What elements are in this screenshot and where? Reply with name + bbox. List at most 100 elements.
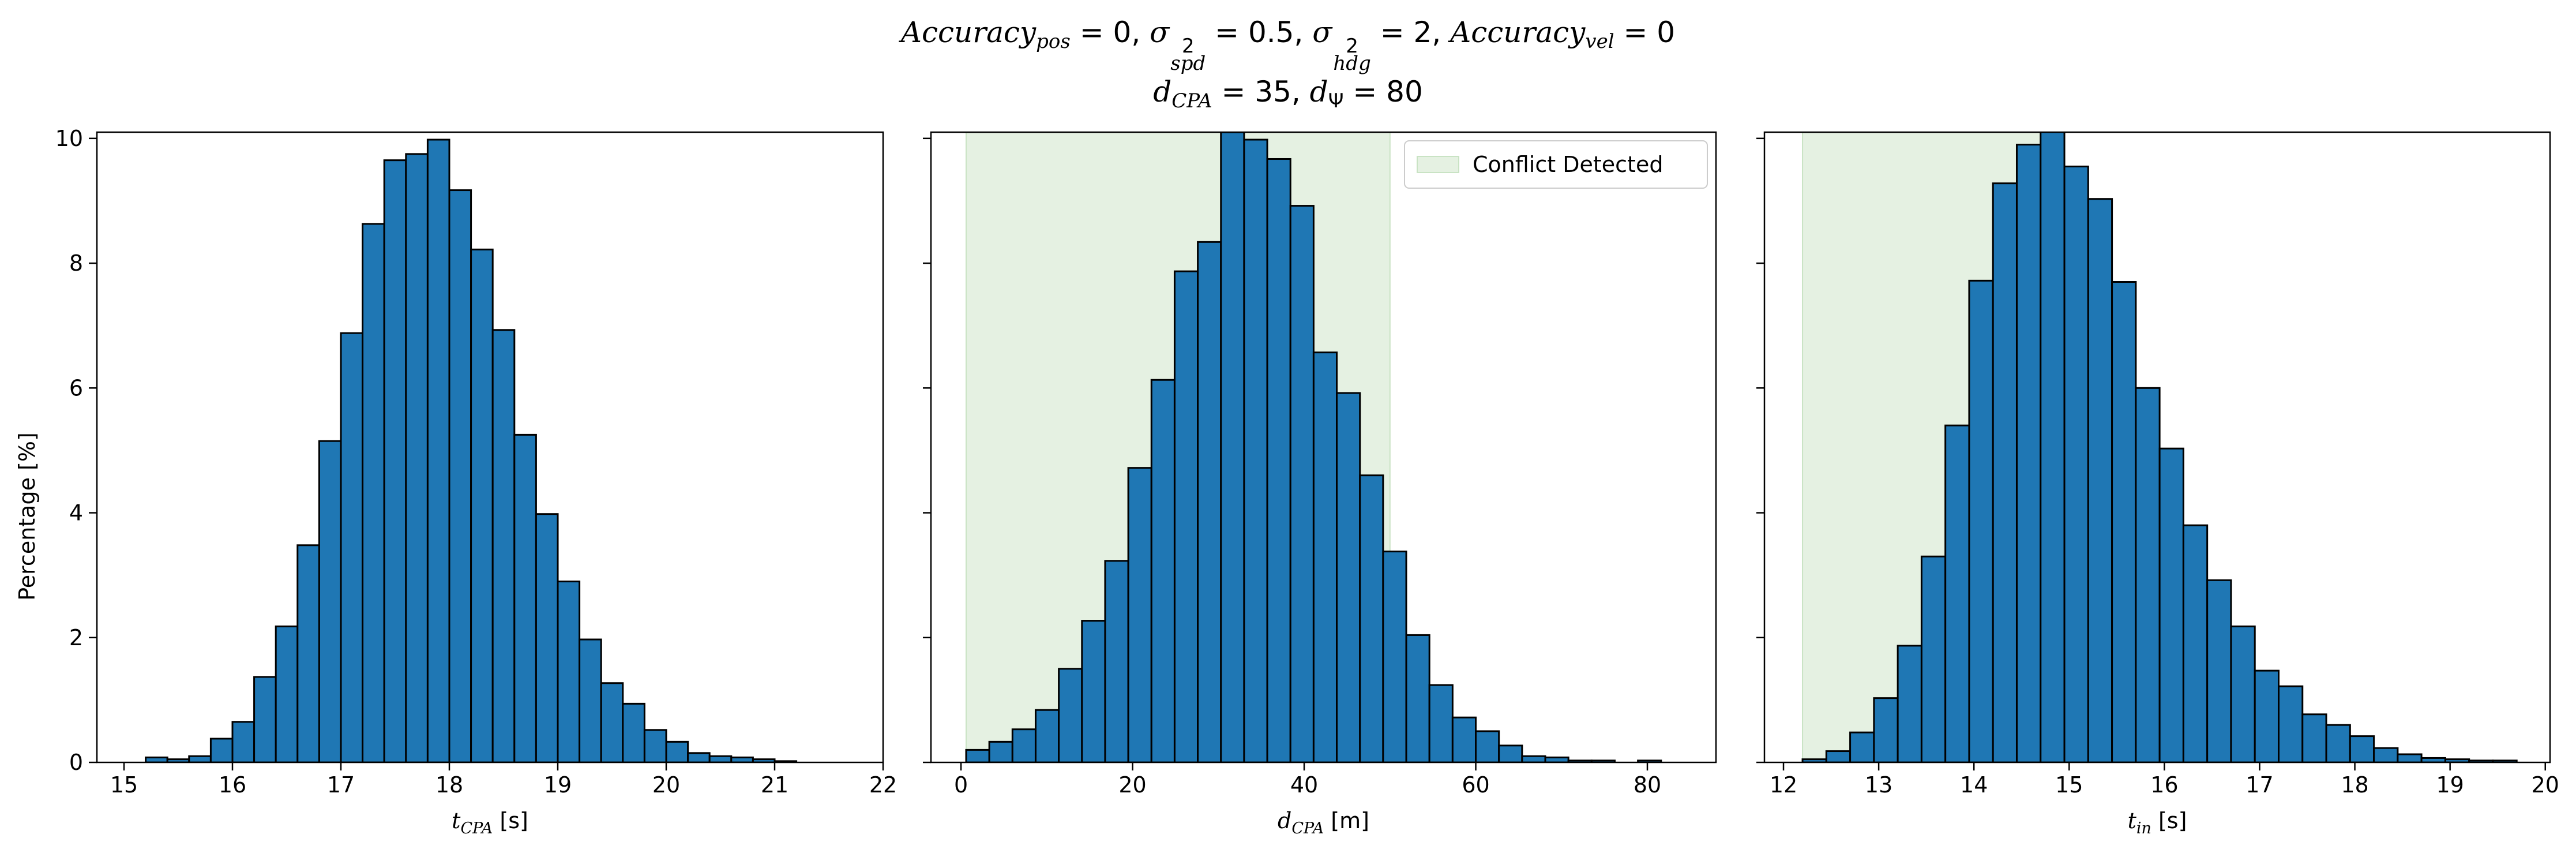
histogram-bar xyxy=(1521,755,1546,762)
histogram-bar xyxy=(643,729,667,762)
x-tick-label: 21 xyxy=(761,772,788,798)
histogram-bar xyxy=(426,139,450,762)
x-tick-label: 15 xyxy=(2055,772,2083,798)
x-tick-label: 17 xyxy=(327,772,355,798)
histogram-bar xyxy=(2492,760,2518,762)
histogram-bar xyxy=(2254,669,2280,762)
histogram-bar xyxy=(231,721,256,762)
histogram-bar xyxy=(579,638,602,762)
histogram-bar xyxy=(535,513,559,762)
x-tick-label: 19 xyxy=(2436,772,2464,798)
histogram-bar xyxy=(1150,379,1176,762)
y-tick-label: 6 xyxy=(69,375,83,401)
histogram-bar xyxy=(557,580,581,762)
y-tick-label: 10 xyxy=(55,126,83,151)
y-tick-label: 0 xyxy=(69,750,83,775)
histogram-bar xyxy=(383,159,407,762)
histogram-panel-2: 0 20 40 60 80 dCPA [m] Conflict Detected xyxy=(923,131,1717,837)
histogram-bar xyxy=(2135,387,2161,762)
histogram-bar xyxy=(1127,467,1152,762)
histogram-bar xyxy=(1498,744,1523,762)
x-tick-label: 18 xyxy=(2341,772,2368,798)
x-tick-label: 20 xyxy=(1118,772,1146,798)
x-tick-label: 16 xyxy=(219,772,246,798)
histogram-bar xyxy=(405,153,429,762)
histogram-bar xyxy=(1405,634,1430,762)
bars xyxy=(1801,132,2518,762)
histogram-bar xyxy=(2349,735,2375,762)
histogram-bar xyxy=(1897,645,1922,762)
histogram-bar xyxy=(1081,620,1106,762)
x-tick-label: 12 xyxy=(1770,772,1797,798)
histogram-bar xyxy=(318,440,342,762)
histogram-bar xyxy=(1825,750,1852,762)
histogram-bar xyxy=(1243,139,1268,762)
histogram-bar xyxy=(2040,132,2066,762)
histogram-bar xyxy=(1873,697,1899,762)
histogram-bar xyxy=(188,755,212,762)
legend-swatch xyxy=(1417,156,1459,173)
histogram-bar xyxy=(1104,560,1129,762)
histogram-bar xyxy=(2063,165,2089,762)
histogram-bar xyxy=(1992,182,2018,762)
histogram-bar xyxy=(2111,280,2137,762)
histogram-bar xyxy=(253,676,277,762)
x-axis-label-unit: [s] xyxy=(2151,808,2187,833)
histogram-bar xyxy=(2158,447,2184,762)
x-axis-label-main: t xyxy=(452,808,461,833)
y-tick-label: 2 xyxy=(69,625,83,650)
histogram-bar xyxy=(730,756,754,762)
histogram-bar xyxy=(2397,753,2423,762)
x-tick-label: 20 xyxy=(2532,772,2559,798)
histogram-bar xyxy=(2373,747,2399,762)
histogram-bar xyxy=(2301,713,2327,762)
axes-frame xyxy=(1763,131,2551,764)
histogram-bar xyxy=(1011,728,1037,762)
x-axis-label-sub: CPA xyxy=(460,820,493,837)
histogram-bar xyxy=(2277,685,2304,762)
x-axis-label-unit: [m] xyxy=(1324,808,1369,833)
histogram-bar xyxy=(1034,709,1060,762)
histogram-bar xyxy=(600,682,624,762)
x-axis-label-main: t xyxy=(2128,808,2137,833)
x-axis-label-main: d xyxy=(1278,808,1291,833)
x-axis-label: tin [s] xyxy=(2128,808,2187,837)
histogram-bar xyxy=(275,625,299,762)
histogram-bar xyxy=(448,189,472,762)
x-tick-label: 14 xyxy=(1960,772,1988,798)
title-line-1: Accuracypos = 0, σ 2 spd = 0.5, σ 2 hdg = 2,… xyxy=(900,16,1676,75)
x-axis-label: tCPA [s] xyxy=(452,808,528,837)
histogram-bar xyxy=(513,433,537,762)
axes-frame xyxy=(96,131,884,764)
histogram-bar xyxy=(1173,270,1199,762)
histogram-bar xyxy=(1220,132,1245,762)
x-tick-label: 60 xyxy=(1462,772,1489,798)
histogram-bar xyxy=(296,544,320,762)
histogram-bar xyxy=(2325,724,2351,762)
histogram-bar xyxy=(1475,730,1500,762)
x-tick-label: 16 xyxy=(2150,772,2178,798)
x-tick-label: 20 xyxy=(652,772,680,798)
histogram-bar xyxy=(1197,241,1222,762)
histogram-bar xyxy=(1544,756,1569,762)
bars xyxy=(965,132,1662,762)
histogram-bar xyxy=(209,738,234,762)
histogram-bar xyxy=(1359,474,1384,762)
legend-box xyxy=(1404,140,1708,189)
histogram-bar xyxy=(2087,198,2113,762)
x-axis-label-sub: in xyxy=(2136,820,2151,837)
histogram-bar xyxy=(1944,424,1970,762)
y-axis-label: Percentage [%] xyxy=(14,432,40,601)
axes-frame xyxy=(930,131,1717,764)
histogram-bar xyxy=(2182,524,2209,762)
x-tick-label: 0 xyxy=(954,772,968,798)
histogram-bar xyxy=(687,752,711,762)
x-axis-label-sub: CPA xyxy=(1291,820,1324,837)
legend-label: Conflict Detected xyxy=(1473,152,1663,177)
x-tick-label: 15 xyxy=(110,772,138,798)
histogram-bar xyxy=(965,749,990,762)
histogram-bar xyxy=(1289,205,1315,762)
histogram-bar xyxy=(1920,555,1947,762)
title-line-2: dCPA = 35, dΨ = 80 xyxy=(1153,75,1423,113)
